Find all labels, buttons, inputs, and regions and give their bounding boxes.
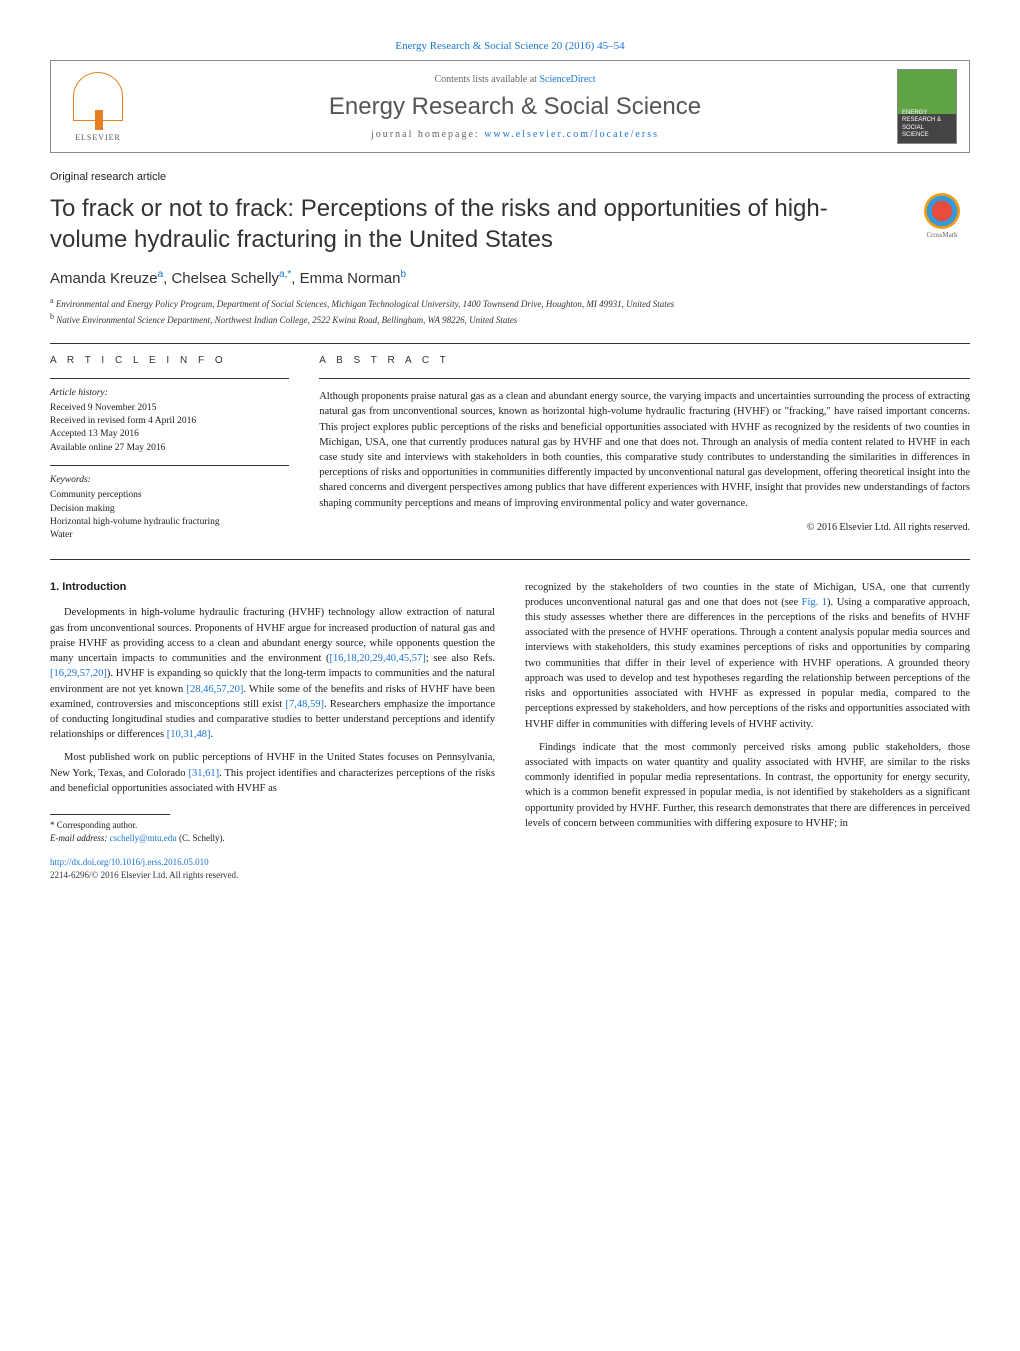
- article-info-header: A R T I C L E I N F O: [50, 354, 289, 368]
- body-column-left: 1. Introduction Developments in high-vol…: [50, 580, 495, 883]
- body-paragraph: Most published work on public perception…: [50, 750, 495, 796]
- date-received: Received 9 November 2015: [50, 402, 289, 415]
- keyword: Community perceptions: [50, 489, 289, 502]
- divider: [50, 343, 970, 344]
- citation-link[interactable]: [16,29,57,20]: [50, 668, 107, 679]
- divider: [50, 559, 970, 560]
- doi-link[interactable]: http://dx.doi.org/10.1016/j.erss.2016.05…: [50, 856, 495, 869]
- date-online: Available online 27 May 2016: [50, 442, 289, 455]
- crossmark-badge[interactable]: CrossMark: [914, 193, 970, 243]
- citation-link[interactable]: [31,61]: [188, 768, 219, 779]
- footnote-divider: [50, 814, 170, 815]
- abstract-text: Although proponents praise natural gas a…: [319, 389, 970, 511]
- journal-cover-thumb: ENERGY RESEARCH & SOCIAL SCIENCE: [897, 69, 957, 144]
- citation-link[interactable]: [7,48,59]: [285, 699, 324, 710]
- body-column-right: recognized by the stakeholders of two co…: [525, 580, 970, 883]
- section-heading-introduction: 1. Introduction: [50, 580, 495, 596]
- elsevier-tree-icon: [73, 72, 123, 121]
- homepage-link[interactable]: www.elsevier.com/locate/erss: [484, 129, 659, 140]
- date-accepted: Accepted 13 May 2016: [50, 428, 289, 441]
- abstract-column: A B S T R A C T Although proponents prai…: [319, 354, 970, 543]
- author-list: Amanda Kreuzea, Chelsea Schellya,*, Emma…: [50, 269, 970, 287]
- journal-reference: Energy Research & Social Science 20 (201…: [50, 40, 970, 60]
- sciencedirect-link[interactable]: ScienceDirect: [539, 74, 595, 85]
- footnotes: * Corresponding author. E-mail address: …: [50, 819, 495, 844]
- citation-link[interactable]: [28,46,57,20]: [186, 684, 243, 695]
- keyword: Horizontal high-volume hydraulic fractur…: [50, 516, 289, 529]
- article-info-column: A R T I C L E I N F O Article history: R…: [50, 354, 289, 543]
- journal-homepage-line: journal homepage: www.elsevier.com/locat…: [133, 129, 897, 140]
- citation-link[interactable]: [10,31,48]: [167, 729, 211, 740]
- journal-header: ELSEVIER Contents lists available at Sci…: [50, 60, 970, 153]
- body-columns: 1. Introduction Developments in high-vol…: [50, 580, 970, 883]
- contents-available-line: Contents lists available at ScienceDirec…: [133, 74, 897, 85]
- citation-link[interactable]: [16,18,20,29,40,45,57]: [330, 653, 426, 664]
- copyright-bottom: 2214-6296/© 2016 Elsevier Ltd. All right…: [50, 869, 495, 882]
- keyword: Decision making: [50, 503, 289, 516]
- abstract-copyright: © 2016 Elsevier Ltd. All rights reserved…: [319, 521, 970, 536]
- article-type-label: Original research article: [50, 171, 970, 183]
- body-paragraph: Developments in high-volume hydraulic fr…: [50, 605, 495, 742]
- elsevier-logo: ELSEVIER: [63, 72, 133, 142]
- journal-title: Energy Research & Social Science: [133, 93, 897, 121]
- body-paragraph: recognized by the stakeholders of two co…: [525, 580, 970, 732]
- crossmark-icon: [924, 193, 960, 229]
- affiliations: a Environmental and Energy Policy Progra…: [50, 295, 970, 326]
- abstract-header: A B S T R A C T: [319, 354, 970, 369]
- article-title: To frack or not to frack: Perceptions of…: [50, 193, 894, 255]
- email-link[interactable]: cschelly@mtu.edu: [110, 833, 177, 843]
- corresponding-author-note: * Corresponding author.: [50, 819, 495, 832]
- body-paragraph: Findings indicate that the most commonly…: [525, 740, 970, 831]
- date-revised: Received in revised form 4 April 2016: [50, 415, 289, 428]
- figure-link[interactable]: Fig. 1: [802, 597, 827, 608]
- keyword: Water: [50, 529, 289, 542]
